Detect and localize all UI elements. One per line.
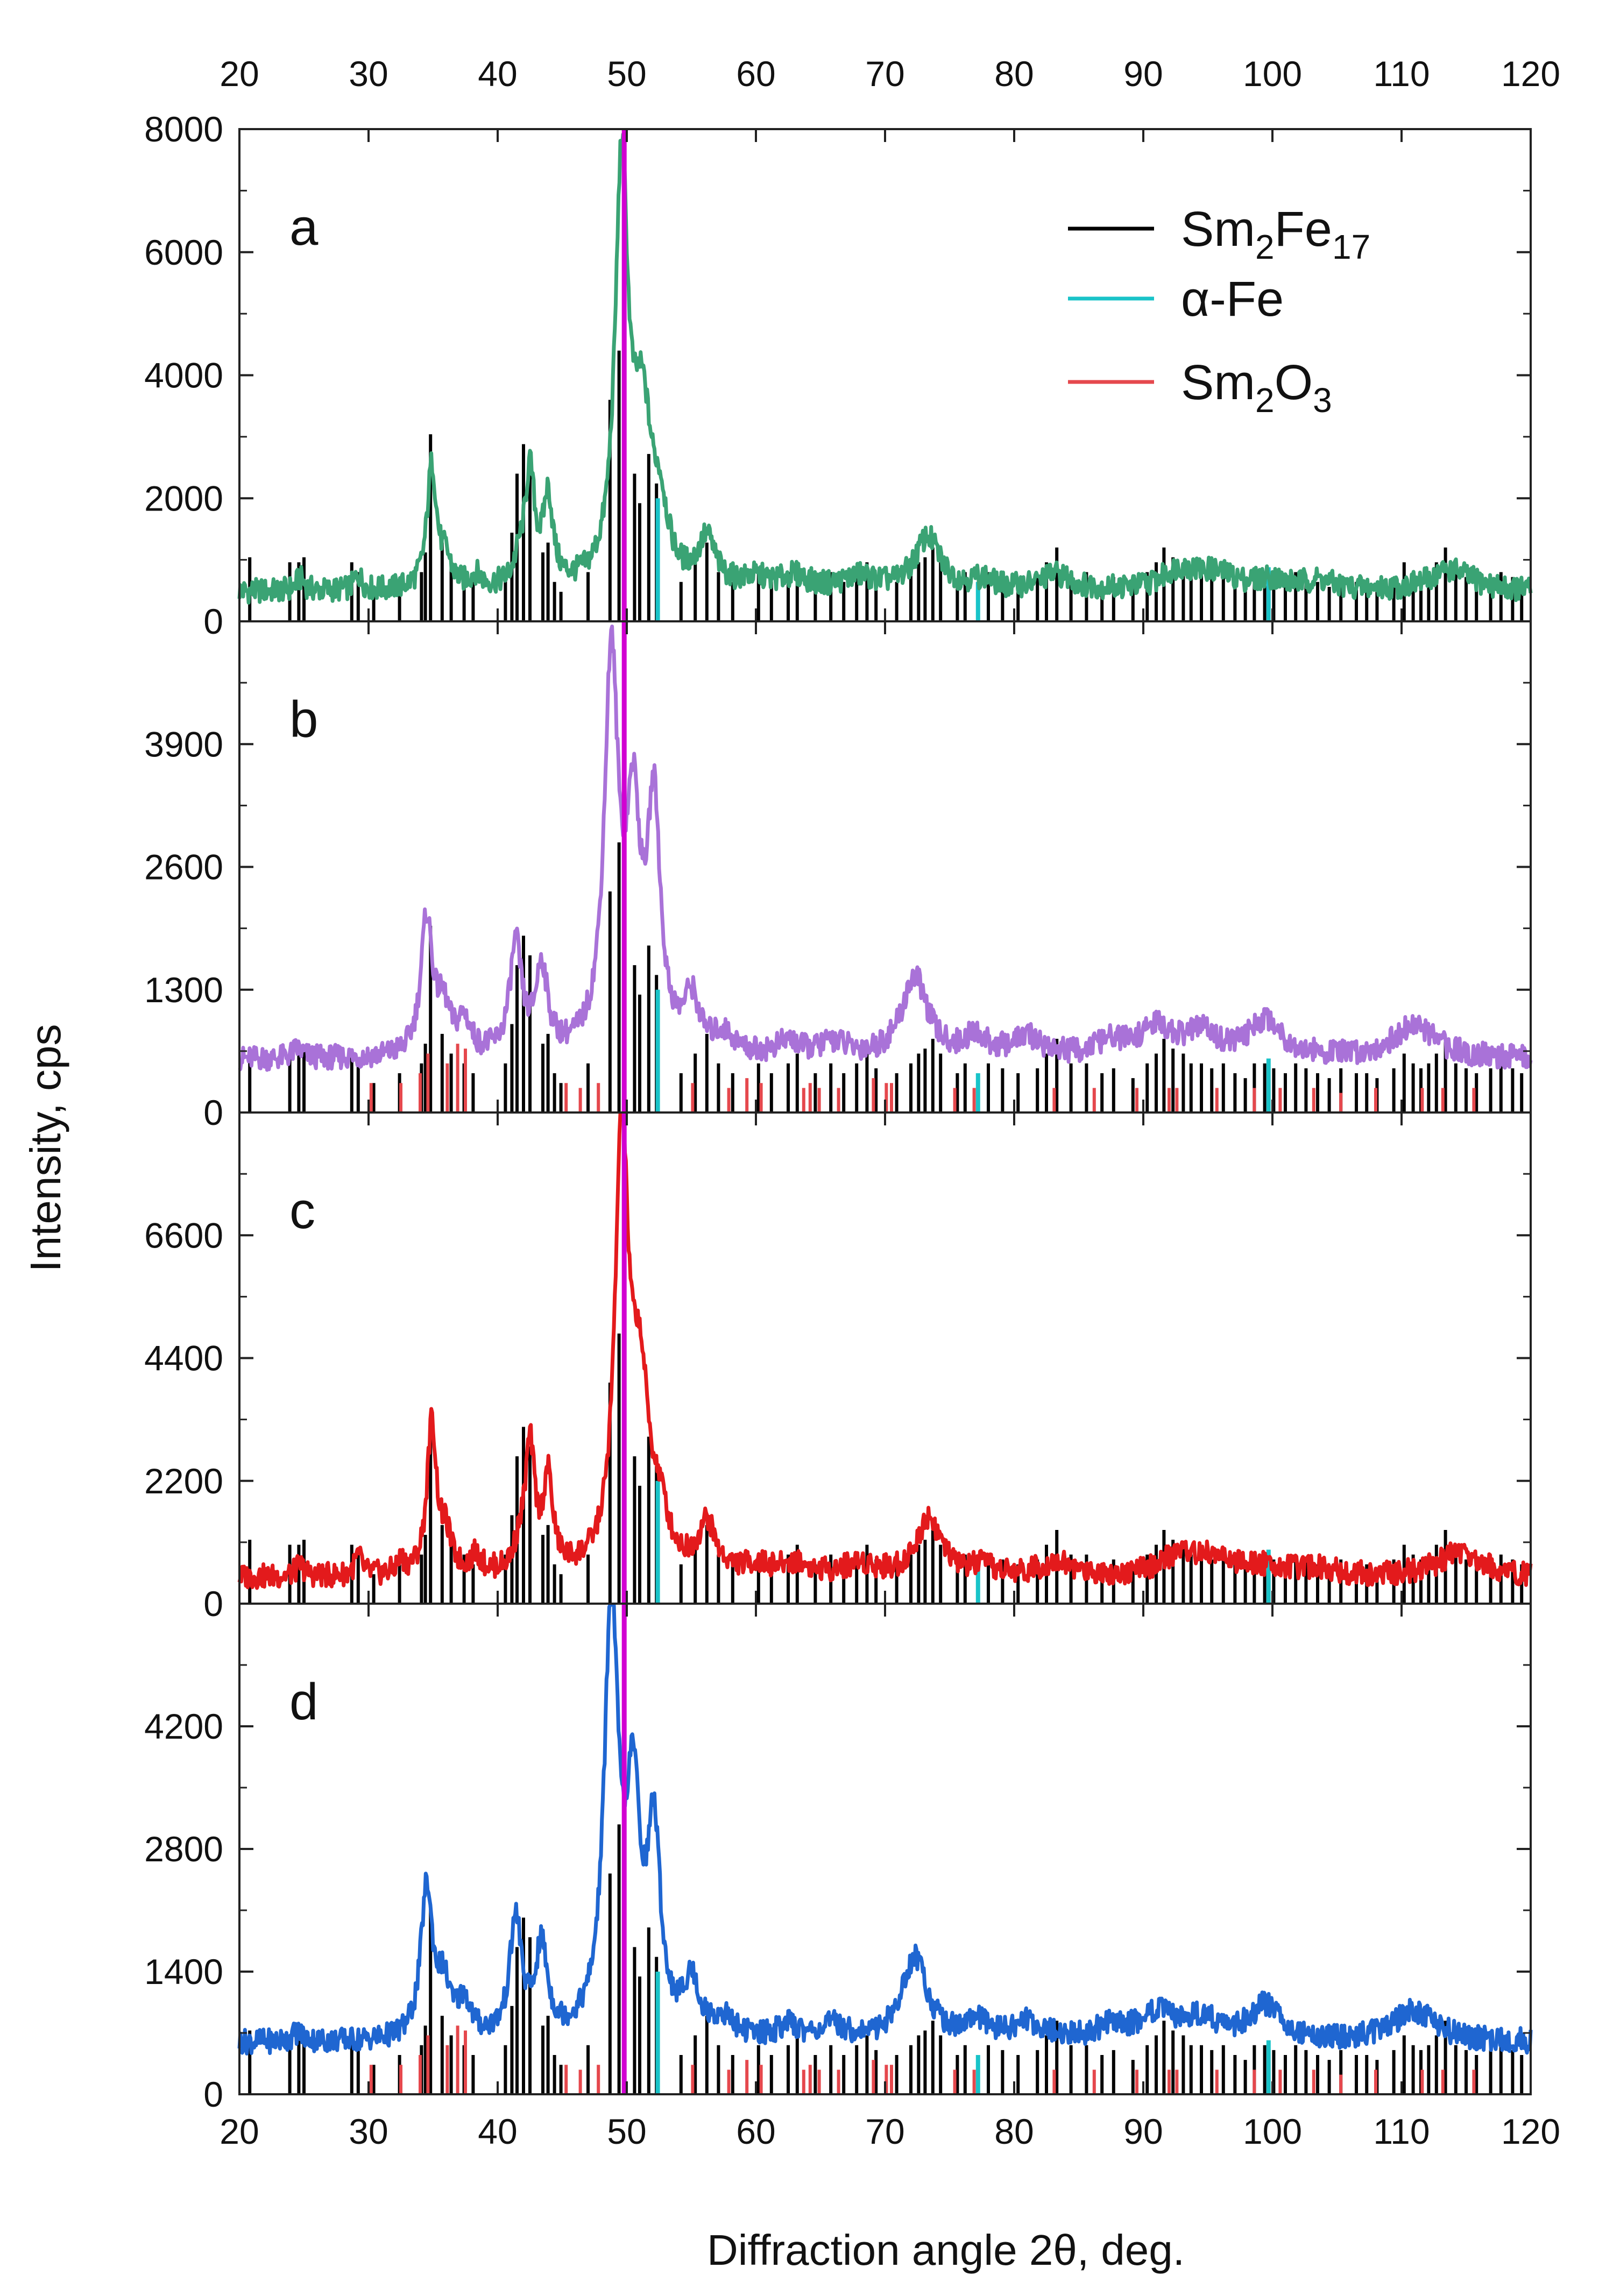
ref-Sm2O3-d: [369, 2025, 1476, 2094]
x-tick-label-top: 90: [1123, 54, 1163, 94]
x-tick-label-bottom: 50: [607, 2111, 646, 2151]
y-tick-label-a: 6000: [144, 232, 223, 272]
x-tick-label-bottom: 120: [1501, 2111, 1560, 2151]
y-tick-label-b: 1300: [144, 970, 223, 1010]
ref-a-Fe-d: [655, 1972, 1271, 2094]
ref-a-Fe-c: [655, 1480, 1271, 1604]
panel-label-c: c: [289, 1182, 315, 1239]
x-tick-label-top: 60: [736, 54, 775, 94]
series-line-c: [237, 1111, 1533, 1590]
x-tick-label-bottom: 90: [1123, 2111, 1163, 2151]
x-tick-label-bottom: 70: [865, 2111, 904, 2151]
x-tick-label-bottom: 20: [220, 2111, 259, 2151]
y-tick-label-a: 0: [203, 601, 223, 641]
series-line-d: [237, 1603, 1533, 2056]
y-tick-label-a: 2000: [144, 478, 223, 518]
y-tick-label-a: 4000: [144, 356, 223, 395]
x-tick-label-top: 20: [220, 54, 259, 94]
x-axis-title: Diffraction angle 2θ, deg.: [707, 2226, 1185, 2274]
panel-d: d: [237, 1603, 1533, 2094]
panel-b: b: [238, 625, 1533, 1112]
y-tick-label-c: 6600: [144, 1215, 223, 1255]
panel-label-a: a: [289, 199, 319, 256]
axes-layer: 0 2000 4000 6000 8000 0 1300 2600 3900 0 2200 4400 6…: [144, 54, 1560, 2151]
ref-Sm2O3-b: [369, 1044, 1476, 1112]
x-tick-label-top: 70: [865, 54, 904, 94]
x-tick-label-bottom: 110: [1373, 2111, 1430, 2151]
y-tick-label-d: 4200: [144, 1706, 223, 1746]
panel-label-b: b: [289, 691, 318, 748]
x-tick-label-top: 110: [1373, 54, 1430, 94]
x-tick-label-top: 120: [1501, 54, 1560, 94]
panel-frame-c: [238, 1111, 1532, 1605]
y-tick-label-d: 0: [203, 2074, 223, 2114]
legend-label: α-Fe: [1181, 272, 1284, 327]
panel-label-d: d: [289, 1673, 318, 1731]
series-line-a: [237, 132, 1533, 605]
y-axis-title: Intensity, cps: [22, 1024, 69, 1272]
x-tick-label-top: 100: [1243, 54, 1302, 94]
y-tick-label-b: 3900: [144, 724, 223, 764]
legend-label: Sm2O3: [1181, 355, 1332, 420]
x-tick-label-bottom: 40: [478, 2111, 517, 2151]
x-tick-label-bottom: 100: [1243, 2111, 1302, 2151]
y-tick-label-c: 4400: [144, 1338, 223, 1378]
y-tick-label-b: 0: [203, 1093, 223, 1132]
x-tick-label-bottom: 80: [994, 2111, 1034, 2151]
series-line-b: [238, 625, 1533, 1072]
y-tick-label-c: 2200: [144, 1461, 223, 1501]
panel-c: c: [237, 1111, 1533, 1604]
x-tick-label-bottom: 60: [736, 2111, 775, 2151]
x-tick-label-bottom: 30: [349, 2111, 388, 2151]
legend-label: Sm2Fe17: [1181, 202, 1370, 266]
y-tick-label-d: 1400: [144, 1952, 223, 1992]
y-tick-label-d: 2800: [144, 1829, 223, 1869]
panel-frame-a: [238, 128, 1532, 622]
panel-a: a: [237, 132, 1533, 621]
x-tick-label-top: 80: [994, 54, 1034, 94]
x-tick-label-top: 40: [478, 54, 517, 94]
x-tick-label-top: 30: [349, 54, 388, 94]
y-tick-label-c: 0: [203, 1584, 223, 1624]
ref-a-Fe-b: [655, 989, 1271, 1112]
y-tick-label-b: 2600: [144, 847, 223, 887]
y-tick-label-a: 8000: [144, 109, 223, 149]
legend: Sm2Fe17 α-Fe Sm2O3: [1068, 202, 1370, 420]
x-tick-label-top: 50: [607, 54, 646, 94]
